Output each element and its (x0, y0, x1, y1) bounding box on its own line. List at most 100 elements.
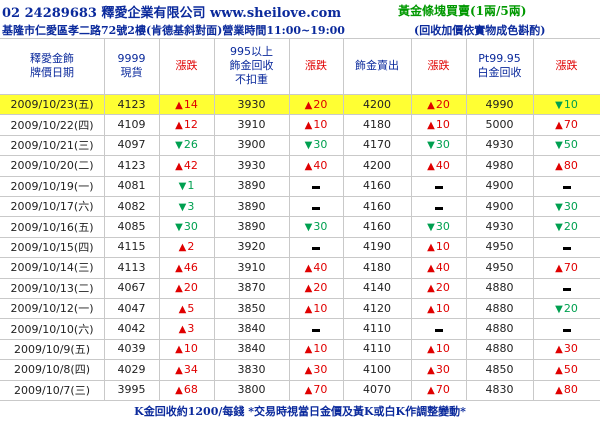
cell-chg4: ▼50 (533, 135, 600, 155)
cell-recycle: 3840 (214, 339, 289, 359)
header-pure: 9999 現貨 (104, 38, 159, 94)
change-value: 14 (183, 97, 198, 111)
change-value: 30 (435, 362, 450, 376)
change-value: 10 (313, 118, 328, 132)
cell-pure-value: 4067 (117, 281, 146, 295)
down-arrow-icon: ▼ (555, 140, 563, 152)
table-row: 2009/10/7(三) 3995 ▲68 3800 ▲70 4070 ▲70 4830 ▲80 (0, 380, 600, 400)
cell-recycle-value: 3870 (237, 281, 266, 295)
cell-pure-value: 3995 (117, 383, 146, 397)
cell-recycle-value: 3840 (237, 322, 266, 336)
cell-pt: 4930 (466, 135, 533, 155)
row-divider (0, 298, 600, 299)
cell-chg2: ▲70 (289, 380, 343, 400)
cell-pure: 4085 (104, 216, 159, 236)
cell-chg4: ▼10 (533, 94, 600, 114)
table-row: 2009/10/10(六) 4042 ▲3 3840 4110 4880 (0, 318, 600, 338)
cell-pure: 4123 (104, 94, 159, 114)
row-divider (0, 338, 600, 340)
store-address: 基隆市仁愛區孝二路72號2樓(肯德基斜對面)營業時間11:00~19:00 (2, 24, 345, 37)
cell-chg4: ▲70 (533, 257, 600, 277)
down-arrow-icon: ▼ (427, 140, 435, 152)
down-arrow-icon: ▼ (555, 201, 563, 213)
cell-pt: 4900 (466, 176, 533, 196)
cell-chg1: ▲3 (159, 318, 214, 338)
cell-sell-value: 4160 (363, 179, 391, 193)
change-value: 10 (313, 301, 328, 315)
cell-date-value: 2009/10/22(四) (10, 118, 94, 132)
column-divider (214, 38, 215, 400)
change-value: 5 (187, 301, 195, 315)
change-value: 10 (563, 97, 578, 111)
cell-recycle-value: 3920 (237, 240, 266, 254)
row-divider (0, 277, 600, 279)
cell-pt: 4880 (466, 318, 533, 338)
cell-sell: 4160 (343, 176, 411, 196)
header-chg4: 漲跌 (533, 38, 600, 94)
row-divider (0, 257, 600, 259)
cell-chg2: ▲10 (289, 339, 343, 359)
cell-pt: 5000 (466, 114, 533, 134)
cell-chg1: ▲34 (159, 359, 214, 379)
row-divider (0, 134, 600, 136)
cell-chg3: ▲20 (411, 278, 466, 298)
row-divider (0, 94, 600, 95)
cell-date: 2009/10/17(六) (0, 196, 104, 216)
cell-sell: 4160 (343, 196, 411, 216)
change-value: 10 (435, 240, 450, 254)
cell-chg2: ▼30 (289, 135, 343, 155)
row-divider (0, 236, 600, 238)
cell-pt: 4880 (466, 278, 533, 298)
cell-sell-value: 4180 (363, 118, 391, 132)
change-value: 50 (563, 362, 578, 376)
header-pt-line: 白金回收 (477, 66, 522, 79)
cell-pure-value: 4082 (117, 199, 146, 213)
change-value: 42 (183, 158, 198, 172)
cell-recycle: 3910 (214, 114, 289, 134)
cell-chg4 (533, 278, 600, 298)
up-arrow-icon: ▲ (175, 283, 183, 295)
change-value: 3 (187, 322, 195, 336)
cell-chg1: ▼26 (159, 135, 214, 155)
up-arrow-icon: ▲ (175, 385, 183, 397)
company-phone-title: 02 24289683 釋愛企業有限公司 www.sheilove.com (2, 6, 342, 21)
cell-recycle: 3840 (214, 318, 289, 338)
up-arrow-icon: ▲ (427, 262, 435, 274)
cell-pt: 4990 (466, 94, 533, 114)
row-divider (0, 216, 600, 218)
cell-recycle: 3890 (214, 196, 289, 216)
gold-price-table: 釋愛金飾 牌價日期 9999 現貨 漲跌 995以上 飾金回收 不扣重 漲跌 飾金賣出 漲跌 Pt99… (0, 38, 600, 401)
down-arrow-icon: ▼ (555, 99, 563, 111)
cell-date-value: 2009/10/17(六) (10, 200, 94, 214)
cell-chg3: ▼30 (411, 216, 466, 236)
cell-pt: 4950 (466, 237, 533, 257)
change-value: 30 (183, 220, 198, 234)
cell-pure: 4113 (104, 257, 159, 277)
down-arrow-icon: ▼ (304, 222, 313, 234)
cell-chg2: ▲10 (289, 298, 343, 318)
cell-chg1: ▲46 (159, 257, 214, 277)
header-chg3-line: 漲跌 (427, 59, 450, 72)
cell-chg1: ▼1 (159, 176, 214, 196)
up-arrow-icon: ▲ (427, 364, 435, 376)
cell-recycle: 3870 (214, 278, 289, 298)
change-value: 2 (187, 240, 195, 254)
table-row: 2009/10/19(一) 4081 ▼1 3890 4160 4900 (0, 176, 600, 196)
table-row: 2009/10/12(一) 4047 ▲5 3850 ▲10 4120 ▲10 4880 ▼20 (0, 298, 600, 318)
up-arrow-icon: ▲ (304, 99, 313, 111)
table-row: 2009/10/22(四) 4109 ▲12 3910 ▲10 4180 ▲10 5000 ▲7… (0, 114, 600, 134)
change-value: 40 (435, 260, 450, 274)
no-change-dash (312, 186, 320, 190)
cell-date: 2009/10/10(六) (0, 318, 104, 338)
header-pure-line: 9999 (117, 52, 146, 65)
cell-date: 2009/10/23(五) (0, 94, 104, 114)
column-divider (104, 38, 105, 400)
header-date: 釋愛金飾 牌價日期 (0, 38, 104, 94)
cell-pure-value: 4042 (117, 322, 146, 336)
change-value: 40 (435, 158, 450, 172)
cell-sell-value: 4170 (363, 138, 391, 152)
table-row: 2009/10/15(四) 4115 ▲2 3920 4190 ▲10 4950 (0, 237, 600, 257)
cell-pt-value: 4880 (485, 301, 514, 315)
cell-pt-value: 4850 (485, 362, 514, 376)
cell-chg2: ▲10 (289, 114, 343, 134)
